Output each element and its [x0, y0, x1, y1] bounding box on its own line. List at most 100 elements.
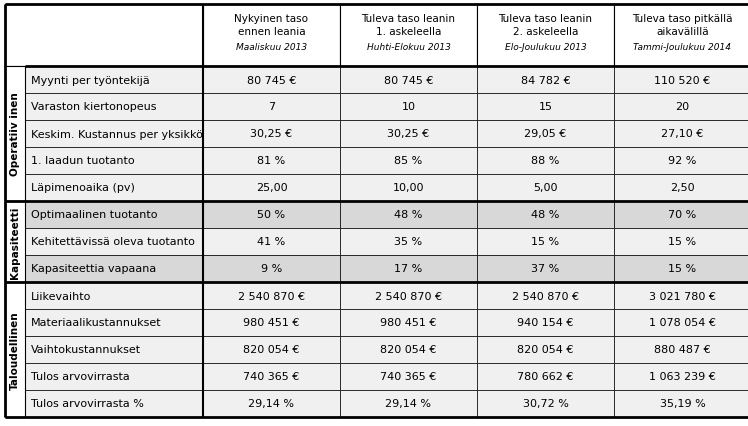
Bar: [25, 282, 203, 309]
Text: 110 520 €: 110 520 €: [654, 75, 711, 85]
Text: 1 063 239 €: 1 063 239 €: [649, 371, 716, 382]
Bar: [614, 228, 748, 256]
Bar: [477, 390, 614, 417]
Bar: [477, 336, 614, 363]
Text: Tuleva taso pitkällä: Tuleva taso pitkällä: [632, 14, 733, 24]
Text: 2. askeleella: 2. askeleella: [513, 27, 578, 37]
Text: Kapasiteettia vapaana: Kapasiteettia vapaana: [31, 264, 156, 274]
Bar: [477, 5, 614, 67]
Text: 29,05 €: 29,05 €: [524, 129, 567, 139]
Text: Tulos arvovirrasta: Tulos arvovirrasta: [31, 371, 129, 382]
Text: 880 487 €: 880 487 €: [654, 345, 711, 355]
Text: 5,00: 5,00: [533, 183, 558, 193]
Bar: [203, 363, 340, 390]
Text: 1. laadun tuotanto: 1. laadun tuotanto: [31, 156, 135, 166]
Text: 2 540 870 €: 2 540 870 €: [375, 291, 442, 301]
Bar: [203, 121, 340, 148]
Text: 35 %: 35 %: [394, 237, 423, 247]
Text: 30,25 €: 30,25 €: [251, 129, 292, 139]
Text: 820 054 €: 820 054 €: [518, 345, 574, 355]
Bar: [477, 67, 614, 94]
Text: Elo-Joulukuu 2013: Elo-Joulukuu 2013: [505, 43, 586, 52]
Text: Tuleva taso leanin: Tuleva taso leanin: [361, 14, 456, 24]
Bar: [25, 175, 203, 201]
Text: 30,25 €: 30,25 €: [387, 129, 429, 139]
Text: 740 365 €: 740 365 €: [243, 371, 300, 382]
Text: 48 %: 48 %: [531, 210, 560, 220]
Bar: [340, 256, 477, 282]
Text: 81 %: 81 %: [257, 156, 286, 166]
Text: 3 021 780 €: 3 021 780 €: [649, 291, 716, 301]
Bar: [25, 201, 203, 228]
Text: 29,14 %: 29,14 %: [385, 399, 432, 409]
Bar: [203, 336, 340, 363]
Bar: [614, 121, 748, 148]
Bar: [203, 94, 340, 121]
Text: 9 %: 9 %: [261, 264, 282, 274]
Text: ennen leania: ennen leania: [238, 27, 305, 37]
Text: 29,14 %: 29,14 %: [248, 399, 295, 409]
Text: 88 %: 88 %: [531, 156, 560, 166]
Bar: [25, 228, 203, 256]
Bar: [614, 148, 748, 175]
Text: Liikevaihto: Liikevaihto: [31, 291, 91, 301]
Text: 92 %: 92 %: [668, 156, 696, 166]
Bar: [203, 256, 340, 282]
Text: Keskim. Kustannus per yksikkö: Keskim. Kustannus per yksikkö: [31, 129, 203, 139]
Bar: [477, 175, 614, 201]
Text: 980 451 €: 980 451 €: [243, 318, 300, 328]
Bar: [203, 282, 340, 309]
Text: Myynti per työntekijä: Myynti per työntekijä: [31, 75, 150, 85]
Bar: [203, 175, 340, 201]
Bar: [25, 148, 203, 175]
Text: Vaihtokustannukset: Vaihtokustannukset: [31, 345, 141, 355]
Text: Maaliskuu 2013: Maaliskuu 2013: [236, 43, 307, 52]
Text: Tulos arvovirrasta %: Tulos arvovirrasta %: [31, 399, 144, 409]
Bar: [25, 336, 203, 363]
Bar: [5, 67, 25, 201]
Text: 15 %: 15 %: [669, 264, 696, 274]
Text: 820 054 €: 820 054 €: [380, 345, 437, 355]
Text: 820 054 €: 820 054 €: [243, 345, 300, 355]
Text: 7: 7: [268, 102, 275, 112]
Bar: [25, 67, 203, 94]
Bar: [340, 201, 477, 228]
Text: Tammi-Joulukuu 2014: Tammi-Joulukuu 2014: [634, 43, 732, 52]
Text: 1 078 054 €: 1 078 054 €: [649, 318, 716, 328]
Text: 2,50: 2,50: [670, 183, 695, 193]
Text: Nykyinen taso: Nykyinen taso: [235, 14, 308, 24]
Text: 41 %: 41 %: [257, 237, 286, 247]
Text: Optimaalinen tuotanto: Optimaalinen tuotanto: [31, 210, 158, 220]
Text: 780 662 €: 780 662 €: [518, 371, 574, 382]
Bar: [203, 5, 340, 67]
Text: Operatiiv inen: Operatiiv inen: [10, 92, 20, 176]
Bar: [203, 148, 340, 175]
Bar: [477, 148, 614, 175]
Bar: [614, 282, 748, 309]
Text: 980 451 €: 980 451 €: [380, 318, 437, 328]
Bar: [340, 390, 477, 417]
Bar: [614, 336, 748, 363]
Bar: [477, 309, 614, 336]
Bar: [25, 363, 203, 390]
Bar: [340, 336, 477, 363]
Bar: [614, 5, 748, 67]
Text: 27,10 €: 27,10 €: [661, 129, 704, 139]
Bar: [25, 256, 203, 282]
Bar: [203, 309, 340, 336]
Text: Läpimenoaika (pv): Läpimenoaika (pv): [31, 183, 135, 193]
Bar: [477, 94, 614, 121]
Text: Kehitettävissä oleva tuotanto: Kehitettävissä oleva tuotanto: [31, 237, 195, 247]
Text: 15: 15: [539, 102, 553, 112]
Bar: [340, 363, 477, 390]
Bar: [614, 363, 748, 390]
Text: 1. askeleella: 1. askeleella: [375, 27, 441, 37]
Bar: [340, 94, 477, 121]
Bar: [203, 67, 340, 94]
Bar: [614, 201, 748, 228]
Text: Taloudellinen: Taloudellinen: [10, 311, 20, 389]
Text: 84 782 €: 84 782 €: [521, 75, 570, 85]
Bar: [477, 363, 614, 390]
Bar: [614, 309, 748, 336]
Bar: [340, 282, 477, 309]
